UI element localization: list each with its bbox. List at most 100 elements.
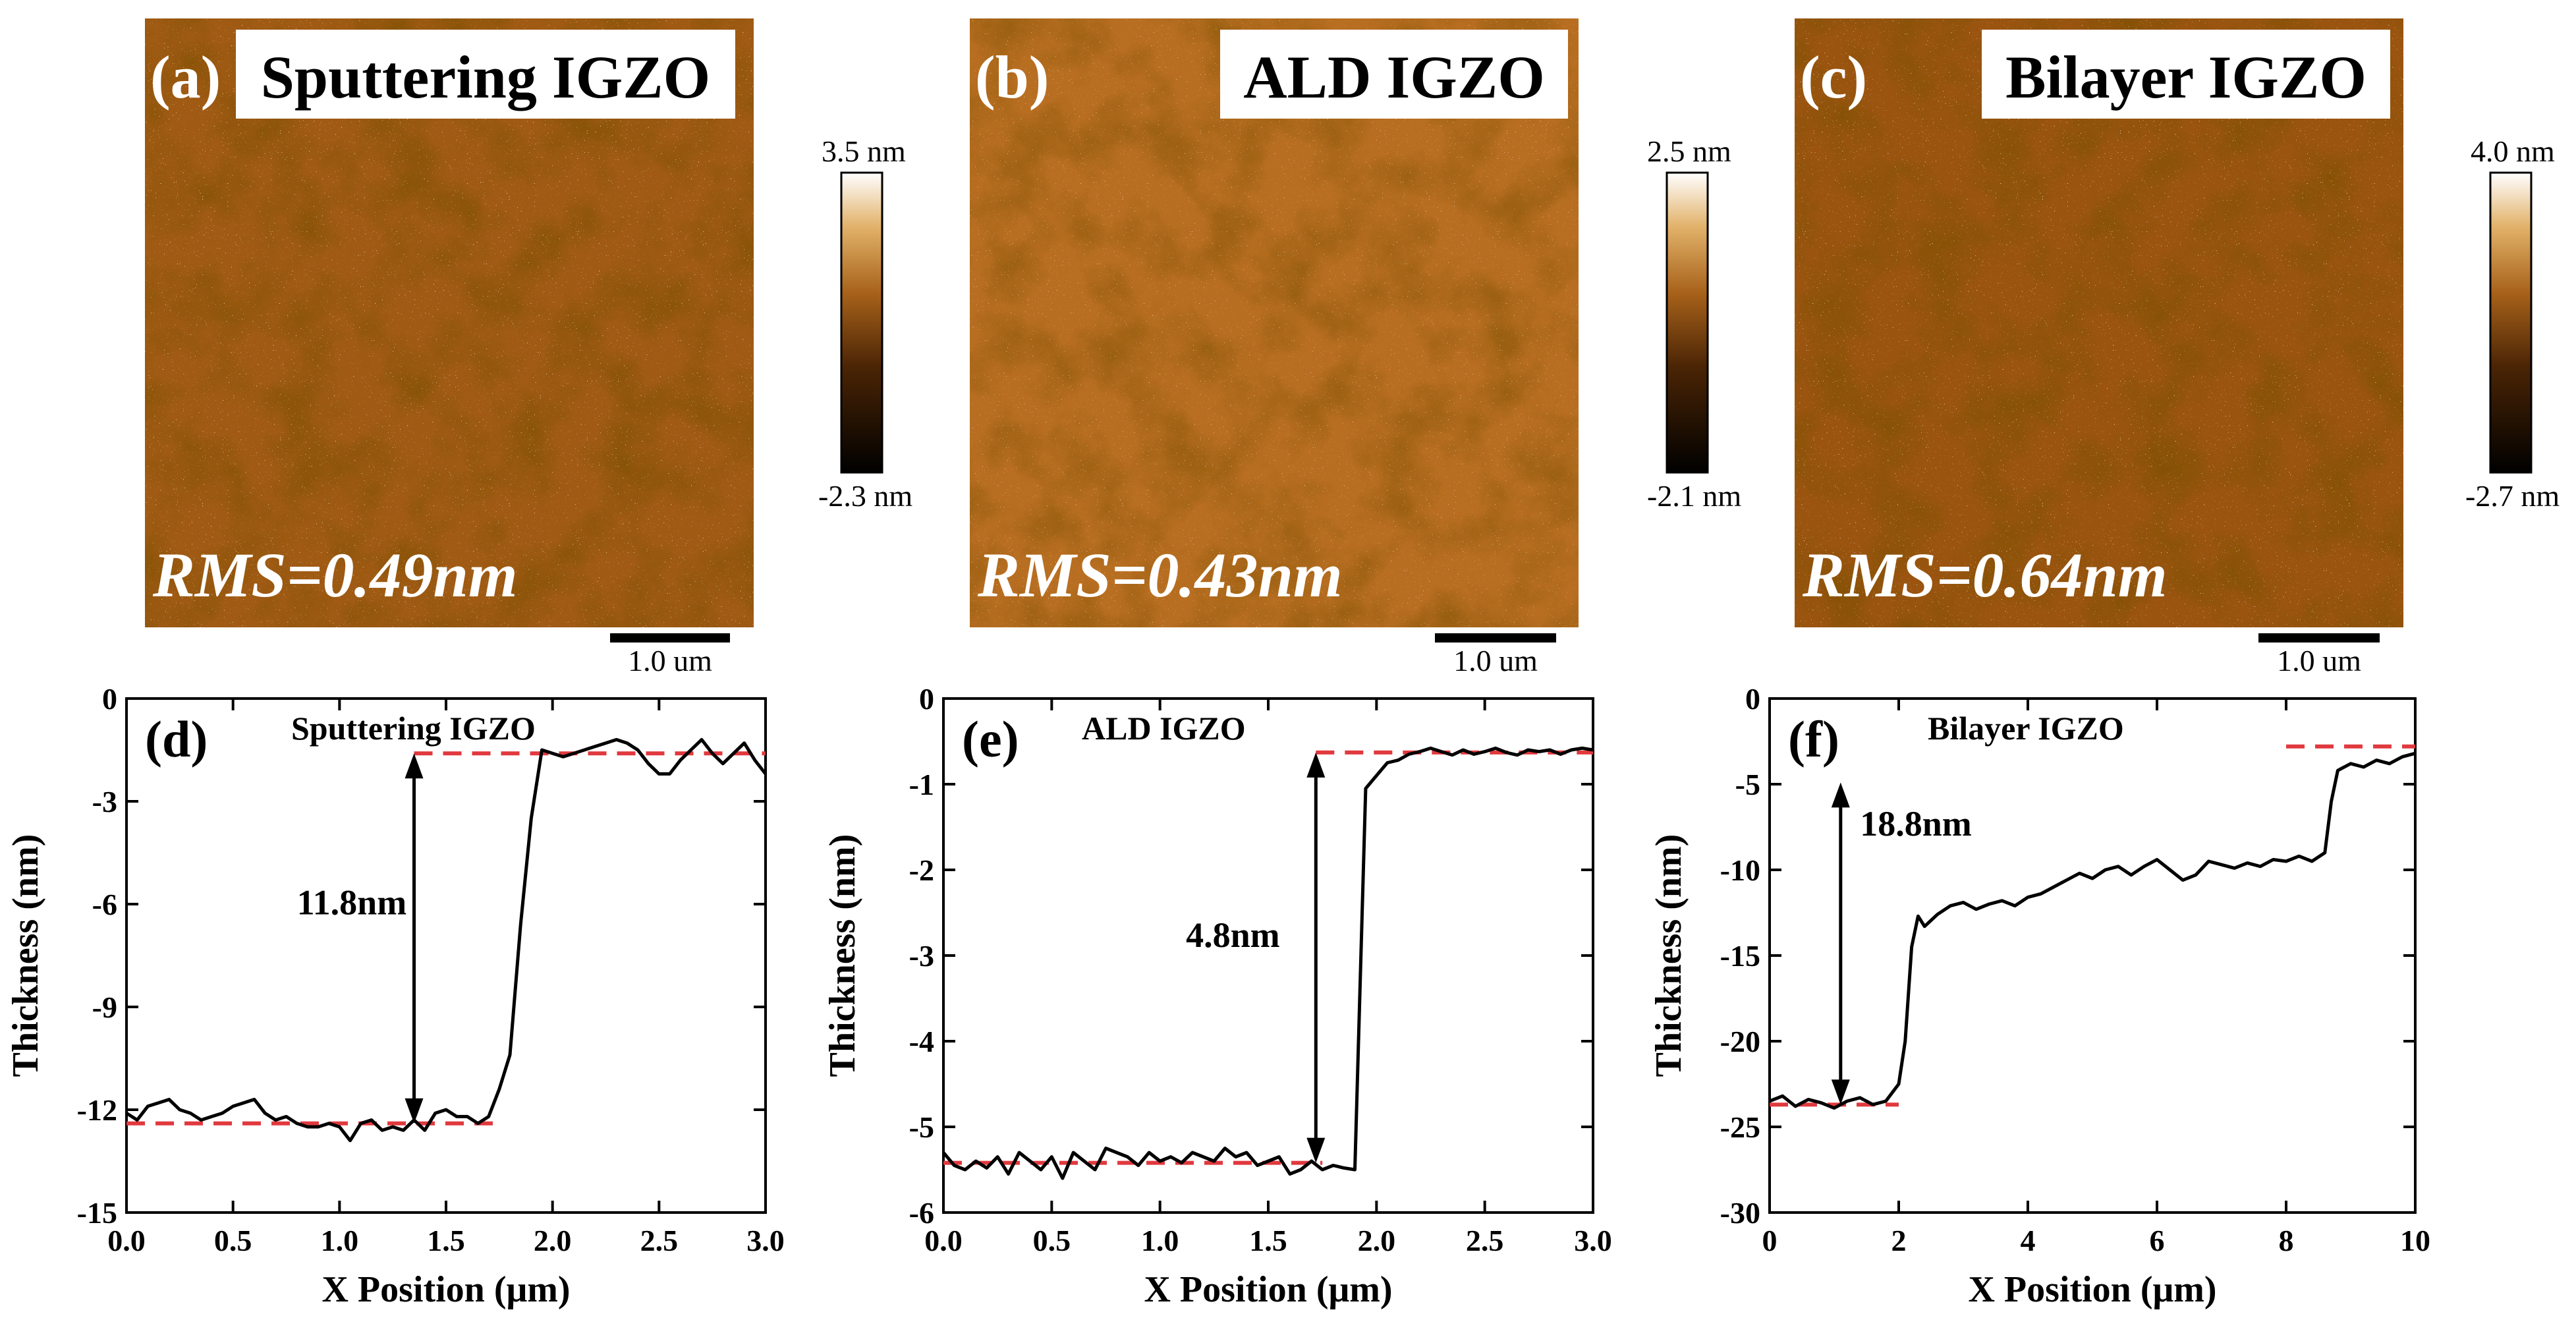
thickness-chart-f: 0 2 4 6 8 10 0 -5 -10 -15 -20 -25 -30 X Position (μm)… xyxy=(1648,682,2430,1310)
y-tick-label: -15 xyxy=(1720,939,1760,973)
chart-title: Sputtering IGZO xyxy=(291,710,536,747)
measurement-arrowhead-up xyxy=(1306,752,1326,778)
afm-title-a: Sputtering IGZO xyxy=(261,43,710,111)
series-line-profile xyxy=(125,737,767,1143)
y-tick-label: -3 xyxy=(92,785,117,818)
x-tick-label: 1.5 xyxy=(427,1224,465,1257)
thickness-chart-e: 0.0 0.5 1.0 1.5 2.0 2.5 3.0 0 -1 -2 -3 -4 -5 -6 X Posi… xyxy=(822,682,1612,1310)
y-axis-title: Thickness (nm) xyxy=(5,834,46,1077)
step-height-annotation: 4.8nm xyxy=(1186,915,1280,955)
afm-panel-c: (c) Bilayer IGZO RMS=0.64nm 4.0 nm -2.7 … xyxy=(1795,18,2560,677)
step-height-annotation: 11.8nm xyxy=(297,883,407,923)
afm-rms-b: RMS=0.43nm xyxy=(977,540,1343,610)
y-tick-label: -2 xyxy=(909,853,934,887)
chart-title: Bilayer IGZO xyxy=(1928,710,2124,747)
afm-rms-c: RMS=0.64nm xyxy=(1802,540,2168,610)
afm-scalebar-label-a: 1.0 um xyxy=(628,644,712,677)
afm-speckle-a xyxy=(145,18,754,627)
afm-panel-letter-c: (c) xyxy=(1800,43,1867,111)
afm-colorbar-a xyxy=(840,171,883,474)
y-axis-title: Thickness (nm) xyxy=(1648,834,1689,1077)
y-tick-label: -6 xyxy=(92,888,117,921)
y-tick-label: -3 xyxy=(909,939,934,973)
chart-title: ALD IGZO xyxy=(1082,710,1246,747)
x-tick-label: 2.5 xyxy=(1466,1224,1504,1257)
y-tick-label: -12 xyxy=(77,1093,117,1127)
y-tick-label: -10 xyxy=(1720,853,1760,887)
y-tick-label: -25 xyxy=(1720,1110,1760,1144)
y-tick-label: -15 xyxy=(77,1196,117,1230)
afm-colorbar-min-c: -2.7 nm xyxy=(2465,479,2560,513)
afm-colorbar-c xyxy=(2489,171,2533,474)
y-tick-label: -6 xyxy=(909,1196,934,1230)
x-tick-label: 2.0 xyxy=(1358,1224,1396,1257)
plot-frame xyxy=(1768,697,2417,1214)
x-tick-label: 2.5 xyxy=(640,1224,679,1257)
x-tick-label: 3.0 xyxy=(1574,1224,1612,1257)
measurement-arrowhead-down xyxy=(405,1098,424,1124)
plot-frame xyxy=(942,697,1594,1214)
y-tick-label: -30 xyxy=(1720,1196,1760,1230)
afm-rms-a: RMS=0.49nm xyxy=(152,540,518,610)
panel-letter: (d) xyxy=(145,710,208,768)
afm-title-c: Bilayer IGZO xyxy=(2005,43,2366,111)
afm-title-box-b xyxy=(1220,30,1568,119)
x-tick-label: 0.5 xyxy=(1033,1224,1071,1257)
y-axis-title: Thickness (nm) xyxy=(822,834,863,1077)
step-height-annotation: 18.8nm xyxy=(1860,804,1972,843)
measurement-arrowhead-down xyxy=(1831,1079,1850,1105)
y-tick-label: -5 xyxy=(909,1110,934,1144)
afm-panel-a: (a) Sputtering IGZO RMS=0.49nm 3.5 nm -2… xyxy=(145,18,912,677)
afm-speckle-b xyxy=(970,18,1579,627)
y-tick-label: 0 xyxy=(919,682,934,716)
panel-letter: (e) xyxy=(962,710,1019,768)
afm-title-b: ALD IGZO xyxy=(1243,43,1545,111)
afm-panel-letter-b: (b) xyxy=(975,43,1049,111)
x-tick-label: 3.0 xyxy=(746,1224,785,1257)
thickness-chart-d: 0.0 0.5 1.0 1.5 2.0 2.5 3.0 0 -3 -6 -9 -12 -15 X Posi… xyxy=(5,682,785,1310)
x-tick-label: 4 xyxy=(2021,1224,2036,1257)
afm-colorbar-max-a: 3.5 nm xyxy=(822,134,906,168)
x-axis-title: X Position (μm) xyxy=(322,1269,570,1310)
afm-colorbar-min-b: -2.1 nm xyxy=(1647,479,1741,513)
afm-scalebar-label-b: 1.0 um xyxy=(1453,644,1538,677)
x-tick-label: 1.0 xyxy=(1141,1224,1179,1257)
y-tick-label: -4 xyxy=(909,1025,934,1058)
afm-colorbar-min-a: -2.3 nm xyxy=(818,479,912,513)
afm-colorbar-max-c: 4.0 nm xyxy=(2471,134,2555,168)
x-tick-label: 0.0 xyxy=(107,1224,146,1257)
series-line-profile xyxy=(942,746,1594,1180)
panel-letter: (f) xyxy=(1788,710,1839,768)
measurement-arrowhead-up xyxy=(405,753,424,779)
x-tick-label: 10 xyxy=(2400,1224,2430,1257)
measurement-arrowhead-down xyxy=(1306,1137,1326,1163)
x-axis-title: X Position (μm) xyxy=(1968,1269,2216,1310)
afm-colorbar-b xyxy=(1666,171,1709,474)
x-tick-label: 2.0 xyxy=(534,1224,572,1257)
y-tick-label: 0 xyxy=(102,682,117,716)
y-tick-label: -5 xyxy=(1735,768,1760,801)
x-tick-label: 0.5 xyxy=(214,1224,252,1257)
x-tick-label: 2 xyxy=(1891,1224,1907,1257)
afm-title-box-c xyxy=(1982,30,2390,119)
measurement-arrowhead-up xyxy=(1831,782,1850,808)
x-tick-label: 1.5 xyxy=(1249,1224,1287,1257)
x-tick-label: 6 xyxy=(2150,1224,2165,1257)
afm-title-box-a xyxy=(236,30,735,119)
plot-frame xyxy=(125,697,767,1214)
afm-scalebar-label-c: 1.0 um xyxy=(2277,644,2361,677)
series-line-profile xyxy=(1769,751,2416,1110)
y-tick-label: -1 xyxy=(909,768,934,801)
x-tick-label: 8 xyxy=(2279,1224,2294,1257)
x-tick-label: 0.0 xyxy=(924,1224,963,1257)
y-tick-label: -20 xyxy=(1720,1025,1760,1058)
x-axis-title: X Position (μm) xyxy=(1144,1269,1392,1310)
x-tick-label: 1.0 xyxy=(321,1224,359,1257)
x-tick-label: 0 xyxy=(1762,1224,1778,1257)
afm-panel-b: (b) ALD IGZO RMS=0.43nm 2.5 nm -2.1 nm 1… xyxy=(970,18,1741,677)
afm-speckle-c xyxy=(1795,18,2403,627)
y-tick-label: -9 xyxy=(92,990,117,1024)
afm-colorbar-max-b: 2.5 nm xyxy=(1647,134,1731,168)
afm-panel-letter-a: (a) xyxy=(150,43,221,111)
